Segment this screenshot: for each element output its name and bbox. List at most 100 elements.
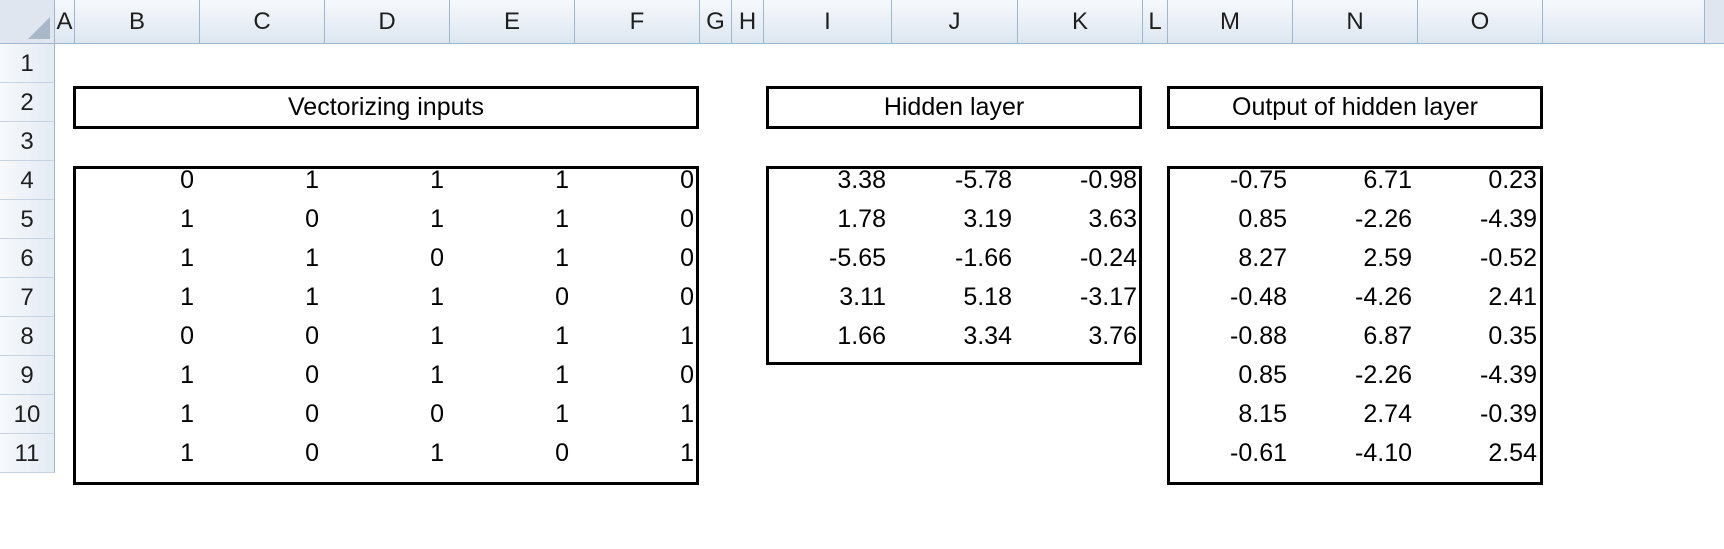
table-cell[interactable]: 0: [180, 166, 194, 194]
row-header-3[interactable]: 3: [0, 122, 55, 161]
table-cell[interactable]: 1.66: [837, 322, 886, 350]
column-header-g[interactable]: G: [700, 0, 732, 44]
table-cell[interactable]: 0: [555, 283, 569, 311]
table-cell[interactable]: -4.10: [1355, 439, 1412, 467]
table-cell[interactable]: -0.88: [1230, 322, 1287, 350]
table-cell[interactable]: -5.65: [829, 244, 886, 272]
column-header-l[interactable]: L: [1143, 0, 1168, 44]
column-header-i[interactable]: I: [764, 0, 892, 44]
table-cell[interactable]: -0.52: [1480, 244, 1537, 272]
table-cell[interactable]: 3.19: [963, 205, 1012, 233]
table-cell[interactable]: 0: [305, 439, 319, 467]
table-cell[interactable]: -1.66: [955, 244, 1012, 272]
table-cell[interactable]: 0: [430, 244, 444, 272]
table-cell[interactable]: -5.78: [955, 166, 1012, 194]
column-header-b[interactable]: B: [75, 0, 200, 44]
row-header-4[interactable]: 4: [0, 161, 55, 200]
table-cell[interactable]: 0.85: [1238, 361, 1287, 389]
table-cell[interactable]: 1: [180, 205, 194, 233]
table-cell[interactable]: 1: [180, 400, 194, 428]
table-cell[interactable]: 3.63: [1088, 205, 1137, 233]
select-all-button[interactable]: [0, 0, 55, 44]
table-cell[interactable]: 0: [680, 361, 694, 389]
column-header-e[interactable]: E: [450, 0, 575, 44]
table-cell[interactable]: 0: [180, 322, 194, 350]
table-cell[interactable]: 1: [180, 244, 194, 272]
table-cell[interactable]: 0: [680, 166, 694, 194]
table-cell[interactable]: -4.39: [1480, 361, 1537, 389]
table-cell[interactable]: -4.39: [1480, 205, 1537, 233]
column-header-j[interactable]: J: [892, 0, 1018, 44]
table-cell[interactable]: 1: [430, 322, 444, 350]
table-cell[interactable]: 1: [305, 283, 319, 311]
table-cell[interactable]: 1: [680, 439, 694, 467]
row-header-11[interactable]: 11: [0, 434, 55, 473]
row-header-7[interactable]: 7: [0, 278, 55, 317]
row-header-1[interactable]: 1: [0, 44, 55, 83]
table-cell[interactable]: 1: [680, 400, 694, 428]
table-cell[interactable]: 1: [430, 361, 444, 389]
table-cell[interactable]: 1: [180, 283, 194, 311]
table-cell[interactable]: -2.26: [1355, 205, 1412, 233]
table-cell[interactable]: 0.35: [1488, 322, 1537, 350]
table-cell[interactable]: 2.74: [1363, 400, 1412, 428]
table-cell[interactable]: -4.26: [1355, 283, 1412, 311]
table-cell[interactable]: 0.23: [1488, 166, 1537, 194]
table-cell[interactable]: 8.27: [1238, 244, 1287, 272]
table-cell[interactable]: 1: [555, 400, 569, 428]
column-header-o[interactable]: O: [1418, 0, 1543, 44]
table-cell[interactable]: 0: [680, 205, 694, 233]
table-cell[interactable]: 6.87: [1363, 322, 1412, 350]
table-cell[interactable]: 0: [555, 439, 569, 467]
table-cell[interactable]: 1: [180, 439, 194, 467]
row-header-8[interactable]: 8: [0, 317, 55, 356]
table-cell[interactable]: 2.41: [1488, 283, 1537, 311]
table-cell[interactable]: 3.38: [837, 166, 886, 194]
table-cell[interactable]: -0.24: [1080, 244, 1137, 272]
table-cell[interactable]: -0.75: [1230, 166, 1287, 194]
column-header-c[interactable]: C: [200, 0, 325, 44]
table-cell[interactable]: 0: [305, 205, 319, 233]
table-cell[interactable]: 1: [305, 166, 319, 194]
row-header-2[interactable]: 2: [0, 83, 55, 122]
table-cell[interactable]: -0.48: [1230, 283, 1287, 311]
column-header-n[interactable]: N: [1293, 0, 1418, 44]
table-cell[interactable]: 1: [305, 244, 319, 272]
column-header-f[interactable]: F: [575, 0, 700, 44]
table-cell[interactable]: -3.17: [1080, 283, 1137, 311]
table-cell[interactable]: 2.59: [1363, 244, 1412, 272]
table-cell[interactable]: -0.61: [1230, 439, 1287, 467]
table-cell[interactable]: 6.71: [1363, 166, 1412, 194]
table-cell[interactable]: 0: [430, 400, 444, 428]
table-cell[interactable]: -2.26: [1355, 361, 1412, 389]
table-cell[interactable]: 0: [305, 361, 319, 389]
table-cell[interactable]: 1: [430, 283, 444, 311]
table-cell[interactable]: 0: [680, 283, 694, 311]
column-header-m[interactable]: M: [1168, 0, 1293, 44]
table-cell[interactable]: 1: [555, 205, 569, 233]
table-cell[interactable]: 1.78: [837, 205, 886, 233]
table-cell[interactable]: 1: [555, 166, 569, 194]
column-header-h[interactable]: H: [732, 0, 764, 44]
table-cell[interactable]: 0.85: [1238, 205, 1287, 233]
table-cell[interactable]: 0: [305, 400, 319, 428]
row-header-5[interactable]: 5: [0, 200, 55, 239]
table-cell[interactable]: 0: [680, 244, 694, 272]
table-cell[interactable]: 1: [555, 322, 569, 350]
table-cell[interactable]: 1: [555, 361, 569, 389]
column-header-k[interactable]: K: [1018, 0, 1143, 44]
table-cell[interactable]: 3.34: [963, 322, 1012, 350]
row-header-6[interactable]: 6: [0, 239, 55, 278]
table-cell[interactable]: 1: [430, 166, 444, 194]
table-cell[interactable]: 1: [430, 205, 444, 233]
column-header-d[interactable]: D: [325, 0, 450, 44]
column-header-a[interactable]: A: [55, 0, 75, 44]
table-cell[interactable]: 5.18: [963, 283, 1012, 311]
table-cell[interactable]: -0.39: [1480, 400, 1537, 428]
row-header-10[interactable]: 10: [0, 395, 55, 434]
table-cell[interactable]: 1: [180, 361, 194, 389]
table-cell[interactable]: 1: [555, 244, 569, 272]
table-cell[interactable]: 8.15: [1238, 400, 1287, 428]
table-cell[interactable]: 2.54: [1488, 439, 1537, 467]
